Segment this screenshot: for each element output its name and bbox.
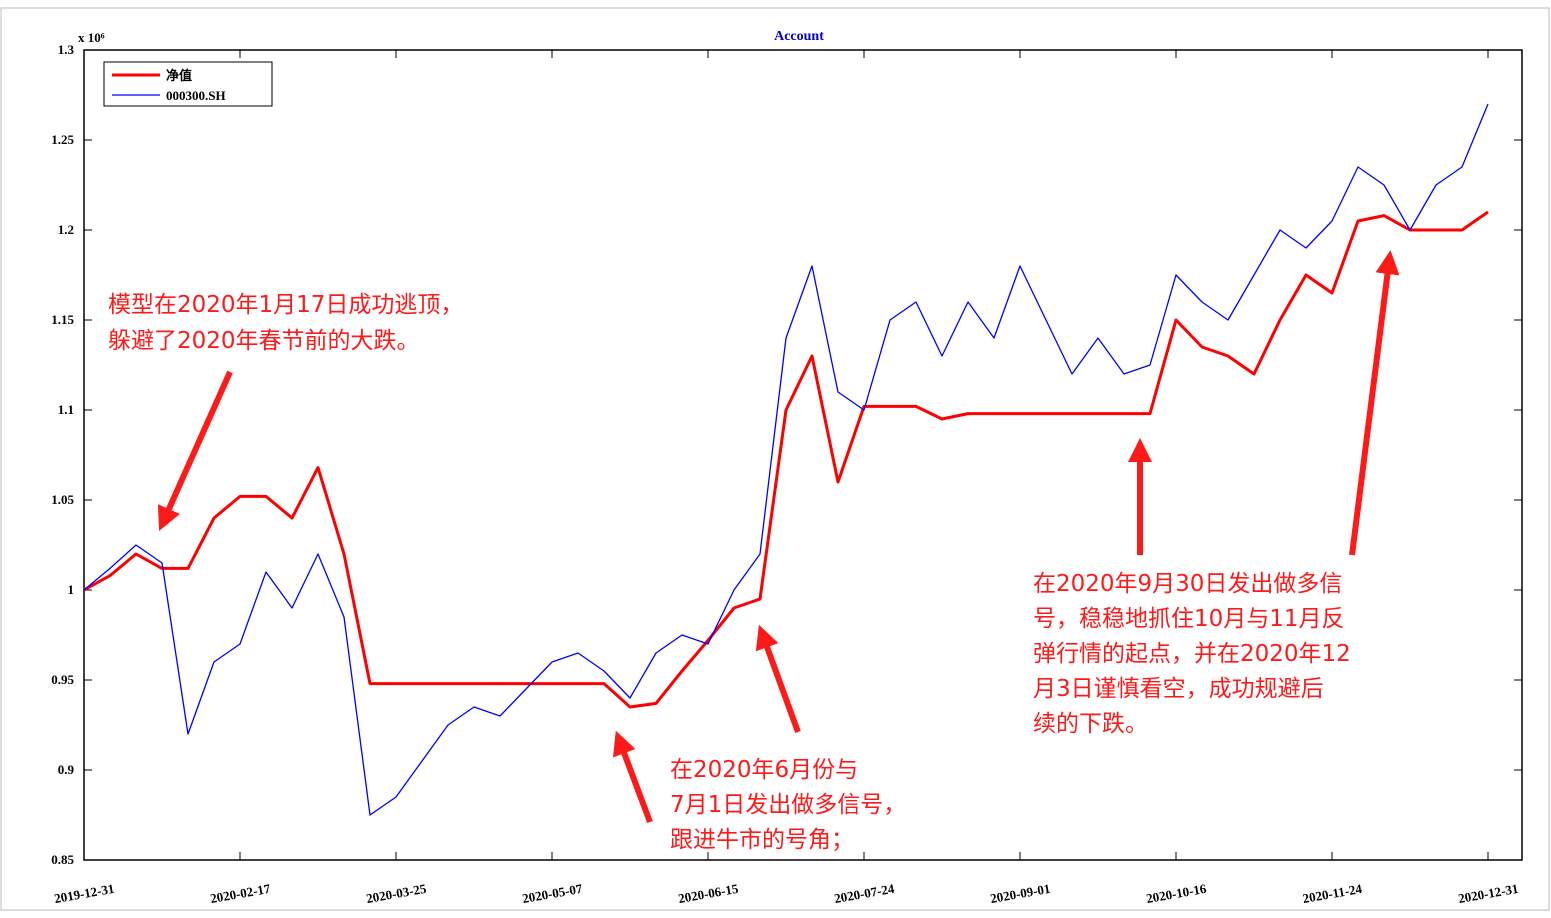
legend-label: 净值 (166, 68, 192, 83)
chart-title: Account (774, 29, 824, 44)
y-tick-label: 0.85 (51, 852, 74, 867)
y-tick-label: 1.1 (58, 402, 74, 417)
arrows (157, 250, 1400, 824)
y-multiplier: x 10⁶ (78, 30, 105, 45)
legend-label: 000300.SH (166, 88, 226, 103)
legend-box (103, 61, 273, 107)
annotation: 月3日谨慎看空，成功规避后 (1033, 676, 1324, 702)
y-tick-label: 1.05 (51, 492, 74, 507)
annotation: 在2020年9月30日发出做多信 (1033, 571, 1342, 597)
annotation: 在2020年6月份与 (670, 757, 858, 783)
y-tick-label: 0.9 (58, 762, 75, 777)
y-tick-label: 1.15 (51, 312, 74, 327)
annotation: 续的下跌。 (1033, 711, 1148, 737)
arrow (755, 624, 801, 734)
y-tick-label: 1.3 (58, 42, 75, 57)
annotation: 跟进牛市的号角； (670, 827, 854, 853)
annotation: 躲避了2020年春节前的大跌。 (108, 328, 420, 354)
annotation: 7月1日发出做多信号， (670, 792, 906, 818)
annotation: 号，稳稳地抓住10月与11月反 (1033, 606, 1345, 632)
arrow (1349, 250, 1400, 556)
plot-frame (83, 49, 1523, 861)
arrow (157, 370, 233, 531)
series-line (83, 103, 1489, 816)
y-tick-label: 1 (68, 582, 75, 597)
y-tick-label: 1.25 (51, 132, 74, 147)
annotation: 模型在2020年1月17日成功逃顶， (108, 292, 463, 318)
annotation: 弹行情的起点，并在2020年12 (1033, 641, 1351, 667)
y-tick-label: 0.95 (51, 672, 74, 687)
series-line (83, 210, 1489, 709)
arrow (612, 730, 653, 824)
y-tick-label: 1.2 (58, 222, 74, 237)
